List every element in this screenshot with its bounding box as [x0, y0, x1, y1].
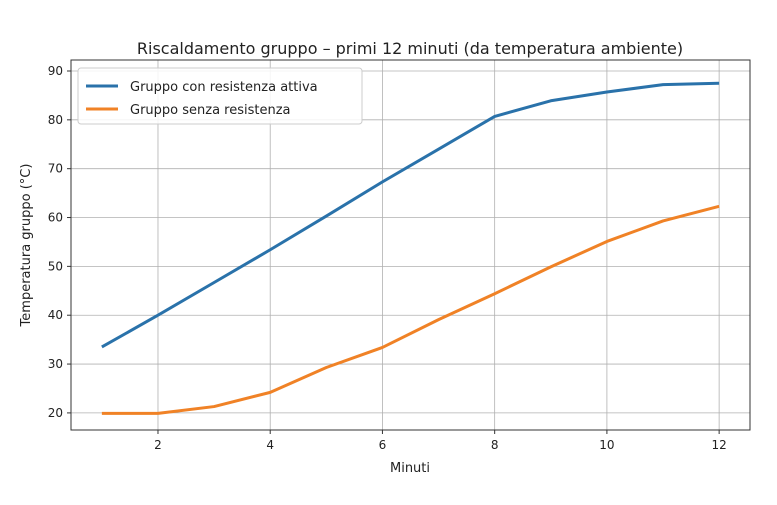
y-tick-label: 50 — [48, 259, 63, 273]
y-tick-label: 20 — [48, 406, 63, 420]
y-axis-label: Temperatura gruppo (°C) — [19, 164, 34, 328]
plot-frame — [70, 59, 751, 431]
y-tick-label: 80 — [48, 113, 63, 127]
chart-title: Riscaldamento gruppo – primi 12 minuti (… — [137, 39, 683, 58]
series-group — [101, 81, 720, 415]
x-tick-label: 6 — [379, 438, 387, 452]
series-line-0 — [101, 81, 720, 349]
x-tick-label: 4 — [266, 438, 274, 452]
legend-box — [77, 67, 363, 125]
legend: Gruppo con resistenza attiva Gruppo senz… — [77, 67, 363, 125]
y-tick-label: 90 — [48, 64, 63, 78]
y-tick-label: 30 — [48, 357, 63, 371]
x-tick-label: 2 — [154, 438, 162, 452]
x-axis-label: Minuti — [390, 461, 430, 476]
y-tick-label: 40 — [48, 308, 63, 322]
series-line-1 — [101, 204, 720, 415]
legend-label-0: Gruppo con resistenza attiva — [130, 80, 318, 95]
y-tick-label: 70 — [48, 162, 63, 176]
x-tick-label: 10 — [599, 438, 614, 452]
y-tick-label: 60 — [48, 211, 63, 225]
x-tick-label: 8 — [491, 438, 499, 452]
x-tick-label: 12 — [711, 438, 726, 452]
grid — [71, 60, 750, 430]
ticks: 2 4 6 8 10 12 20 30 40 50 60 70 80 90 — [48, 64, 727, 452]
legend-label-1: Gruppo senza resistenza — [130, 103, 291, 118]
